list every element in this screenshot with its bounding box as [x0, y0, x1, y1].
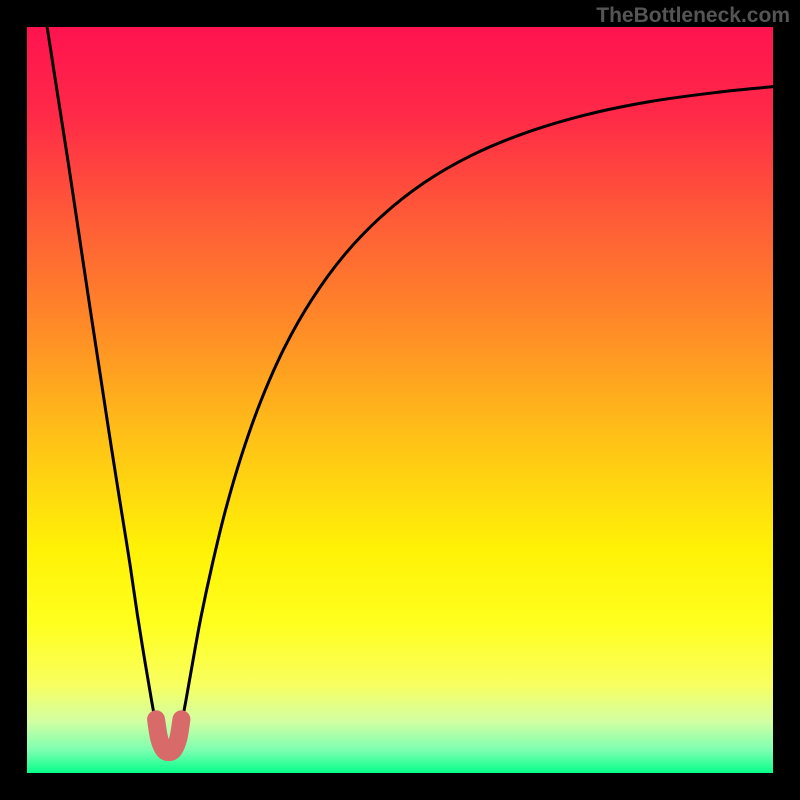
bottleneck-chart: [0, 0, 800, 800]
watermark-text: TheBottleneck.com: [596, 4, 790, 28]
chart-container: { "watermark": { "text": "TheBottleneck.…: [0, 0, 800, 800]
